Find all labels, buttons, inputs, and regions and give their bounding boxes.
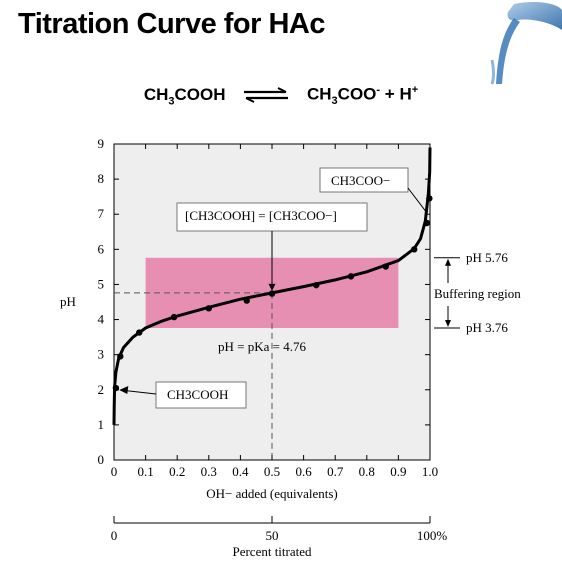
percent-tick-label: 100% <box>417 528 448 543</box>
data-point <box>243 297 250 304</box>
x-tick-label: 1.0 <box>422 464 438 479</box>
y-tick-label: 5 <box>98 276 105 291</box>
data-point <box>423 219 431 227</box>
titration-curve <box>112 147 432 425</box>
x-tick-label: 0.4 <box>232 464 249 479</box>
annotation-base: CH3COO− <box>319 167 426 212</box>
equilibrium-arrow-icon <box>244 87 289 104</box>
x-tick-label: 0 <box>111 464 118 479</box>
y-tick-label: 3 <box>98 347 105 362</box>
product-formula: CH3COO- + H+ <box>306 84 419 108</box>
percent-tick-label: 50 <box>266 528 279 543</box>
equal-label: [CH3COOH] = [CH3COO−] <box>185 208 337 223</box>
y-tick-label: 1 <box>98 417 105 432</box>
y-tick-label: 2 <box>98 382 105 397</box>
y-tick-label: 0 <box>98 452 105 467</box>
x-tick-label: 0.9 <box>390 464 406 479</box>
x-axis-label: OH− added (equivalents) <box>206 486 338 501</box>
data-point <box>170 313 178 321</box>
base-label: CH3COO− <box>331 173 390 188</box>
x-tick-label: 0.2 <box>169 464 185 479</box>
data-point <box>117 353 124 360</box>
data-point <box>313 281 320 289</box>
x-tick-label: 0.5 <box>264 464 280 479</box>
percent-titrated-axis: 0 50 100% Percent titrated <box>111 516 448 559</box>
slide-title: Titration Curve for HAc <box>18 8 326 40</box>
pka-label: pH = pKa = 4.76 <box>218 339 306 354</box>
y-tick-label: 8 <box>98 171 105 186</box>
data-point <box>268 290 276 297</box>
x-tick-label: 0.3 <box>201 464 217 479</box>
y-tick-label: 7 <box>98 206 105 221</box>
data-point <box>347 273 355 280</box>
lower-ph-label: pH 3.76 <box>466 320 508 335</box>
annotation-acid: CH3COOH <box>119 381 247 409</box>
reactant-formula: CH3COOH <box>143 84 226 108</box>
x-tick-label: 0.6 <box>295 464 312 479</box>
data-point <box>426 195 433 202</box>
data-point <box>205 305 212 312</box>
x-tick-label: 0.7 <box>327 464 344 479</box>
y-tick-label: 9 <box>98 136 105 151</box>
annotation-equal: [CH3COOH] = [CH3COO−] <box>176 202 368 291</box>
y-axis-label: pH <box>60 294 76 309</box>
acid-label: CH3COOH <box>167 387 228 402</box>
data-point <box>136 329 143 336</box>
reaction-equation: CH3COOH CH3COO- + H+ <box>0 84 562 107</box>
x-tick-label: 0.8 <box>359 464 375 479</box>
water-pour-icon <box>490 2 562 85</box>
upper-ph-label: pH 5.76 <box>466 250 508 265</box>
x-tick-label: 0.1 <box>137 464 153 479</box>
data-point <box>382 263 389 270</box>
percent-tick-label: 0 <box>111 528 118 543</box>
y-tick-label: 4 <box>98 312 105 327</box>
buffering-bracket: pH 5.76 pH 3.76 Buffering region <box>434 250 521 335</box>
data-point <box>112 384 120 392</box>
data-point <box>411 246 418 253</box>
percent-titrated-label: Percent titrated <box>232 544 312 559</box>
buffering-region-label: Buffering region <box>434 286 521 301</box>
y-tick-label: 6 <box>98 241 105 256</box>
